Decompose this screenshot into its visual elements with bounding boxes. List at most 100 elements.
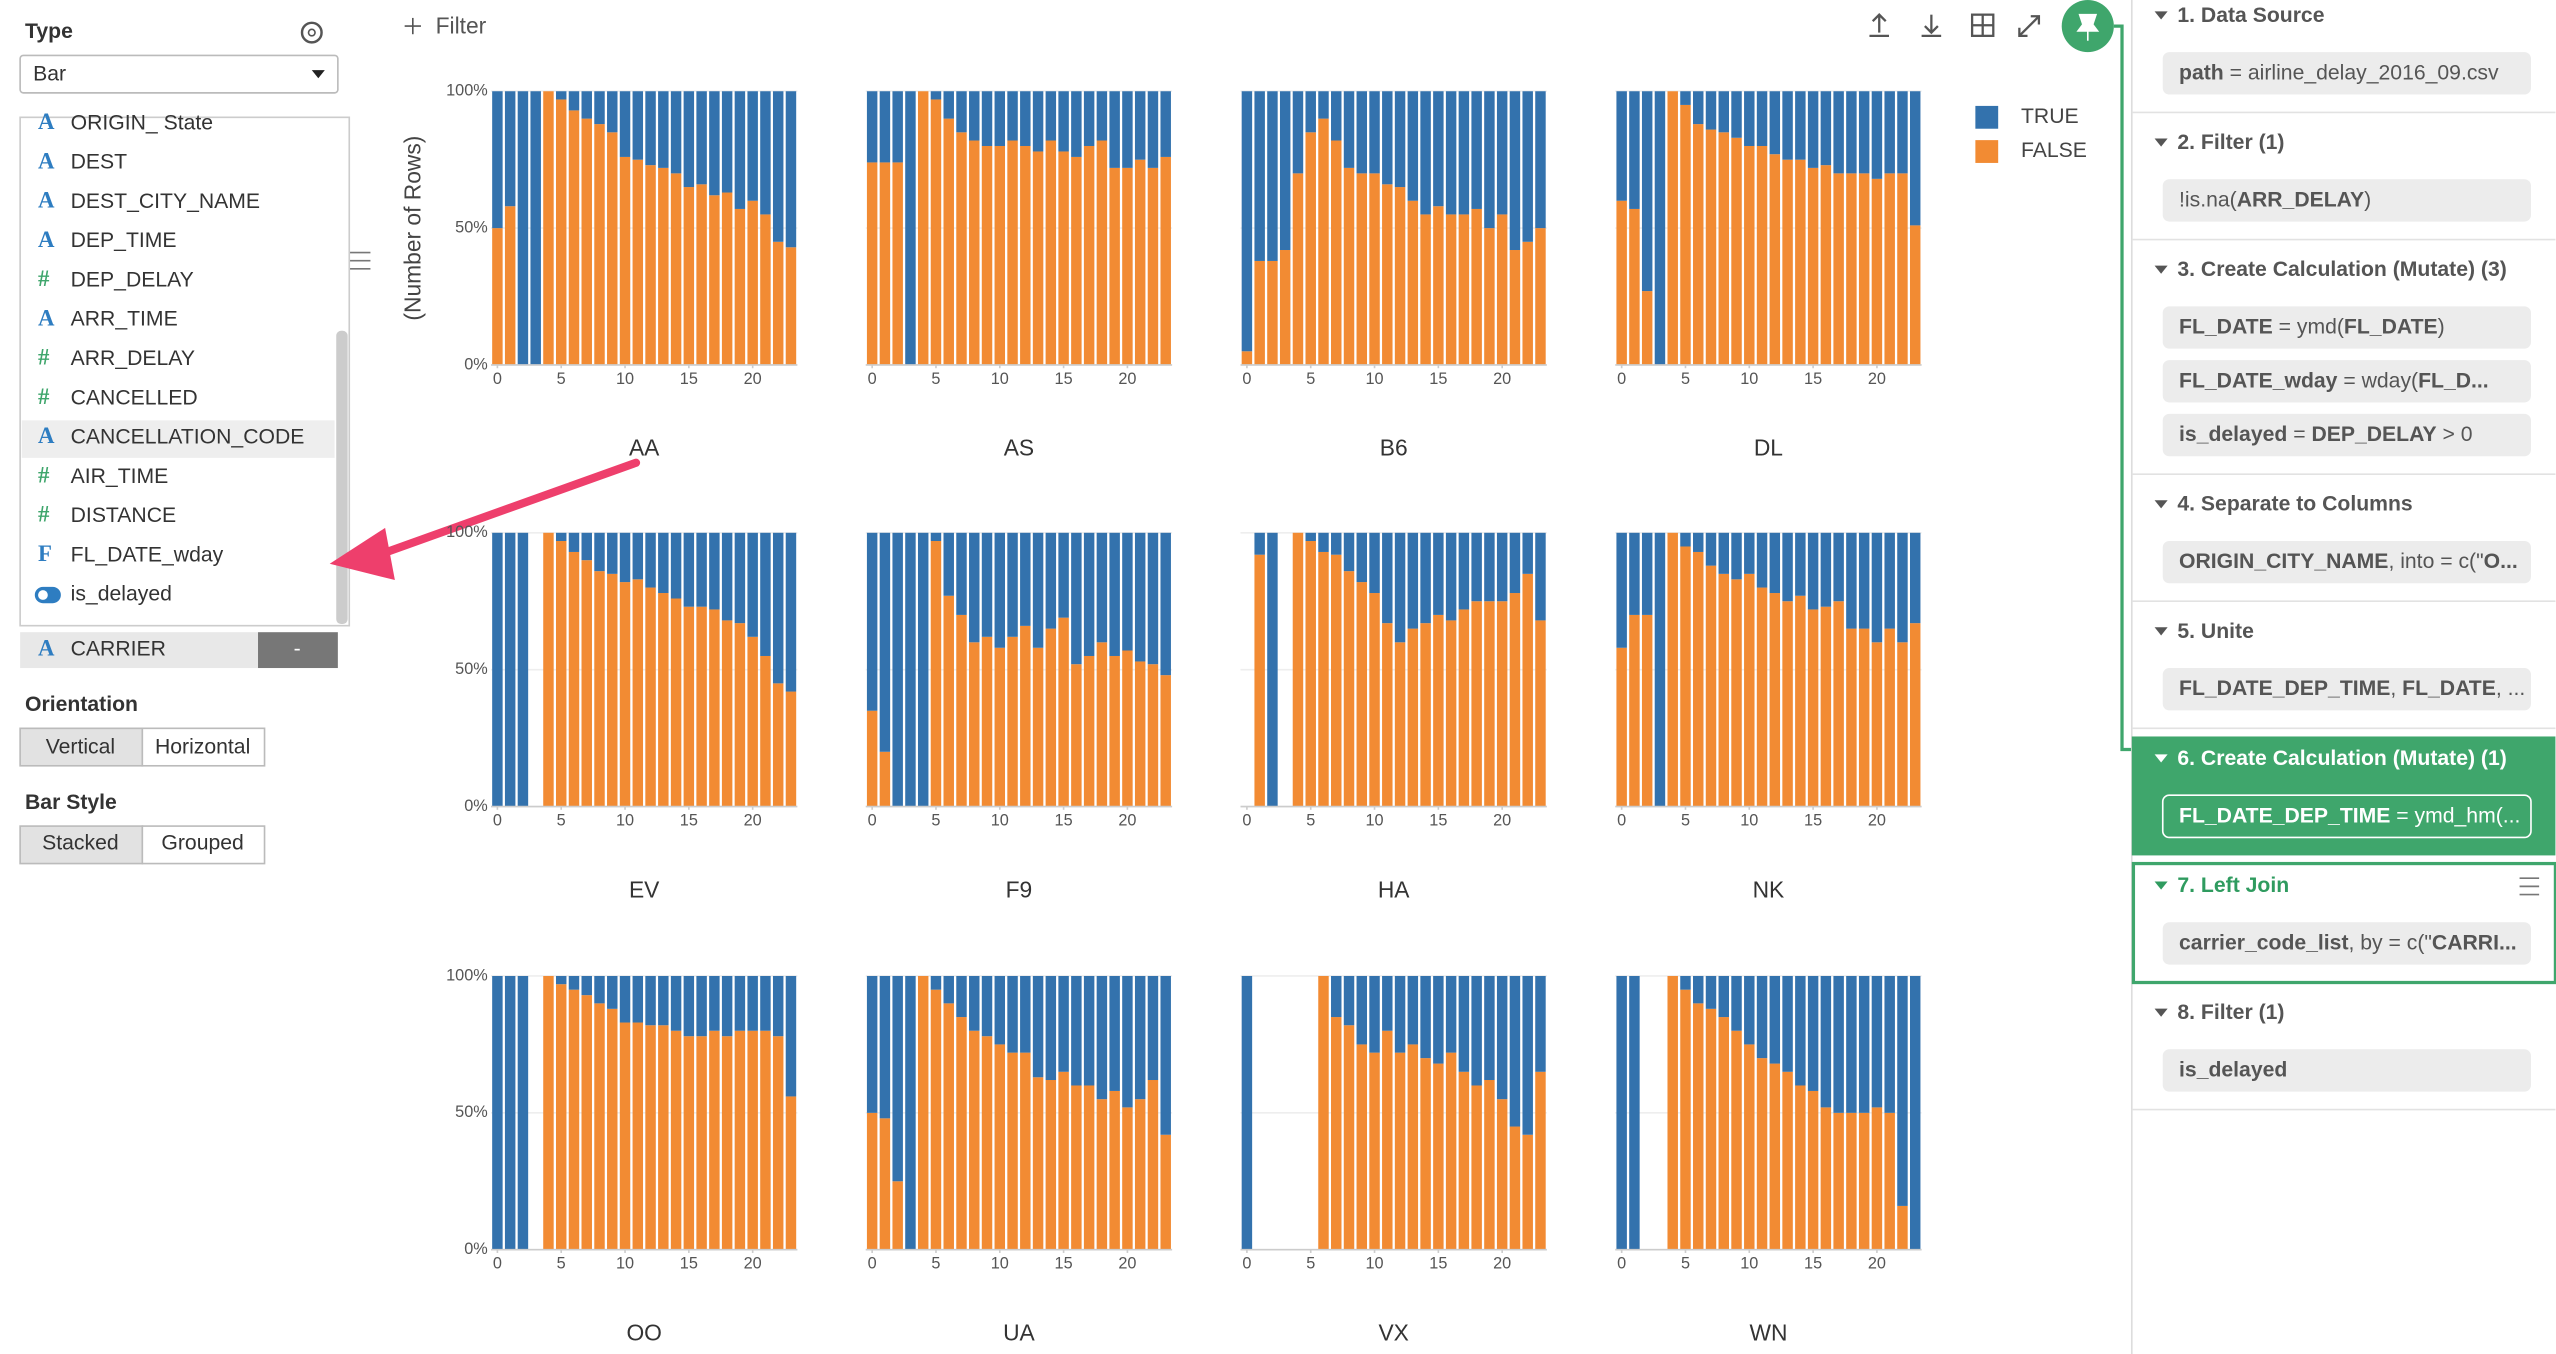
step-body-part: , xyxy=(2390,677,2402,700)
bar-segment xyxy=(969,975,980,1031)
upload-icon[interactable] xyxy=(1869,13,1890,37)
column-name[interactable]: DEST_CITY_NAME xyxy=(71,190,260,213)
step-title[interactable]: 1. Data Source xyxy=(2177,4,2324,27)
bar-segment xyxy=(555,532,567,542)
step-title[interactable]: 5. Unite xyxy=(2177,620,2254,643)
bar-segment xyxy=(943,975,954,1004)
bar-segment xyxy=(785,975,797,1097)
bar-segment xyxy=(1254,91,1265,261)
step-title[interactable]: 3. Create Calculation (Mutate) (3) xyxy=(2177,258,2506,281)
column-name[interactable]: CANCELLATION_CODE xyxy=(71,426,305,449)
step-title[interactable]: 8. Filter (1) xyxy=(2177,1001,2284,1024)
bar-segment xyxy=(981,1036,993,1250)
step-body[interactable] xyxy=(2162,540,2531,584)
bar-segment xyxy=(1744,91,1755,146)
bar-segment xyxy=(1705,975,1717,1009)
type-select[interactable] xyxy=(19,54,339,94)
bar-segment xyxy=(1731,975,1742,1031)
filter-button[interactable]: Filter xyxy=(436,13,487,39)
bar-segment xyxy=(1356,91,1368,174)
bar-segment xyxy=(1305,532,1316,542)
column-name[interactable]: CANCELLED xyxy=(71,386,198,409)
bar-segment xyxy=(1833,1112,1844,1250)
step-body[interactable] xyxy=(2162,52,2531,95)
bar-segment xyxy=(1083,145,1095,365)
orientation-vertical[interactable] xyxy=(19,727,144,767)
bar-segment xyxy=(1858,91,1870,174)
bar-segment xyxy=(969,1030,980,1250)
settings-icon[interactable] xyxy=(300,21,323,44)
bar-segment xyxy=(994,532,1006,648)
bar-segment xyxy=(1782,159,1793,365)
step-body[interactable] xyxy=(2162,360,2531,403)
x-tick-label: 10 xyxy=(1740,1255,1758,1273)
column-name[interactable]: DEP_DELAY xyxy=(71,268,194,291)
column-name[interactable]: ARR_TIME xyxy=(71,308,178,331)
bar-segment xyxy=(1020,1052,1031,1250)
bar-segment xyxy=(1795,975,1806,1086)
add-filter[interactable] xyxy=(404,17,421,35)
step-body[interactable] xyxy=(2162,668,2531,711)
bar-segment xyxy=(1484,1080,1495,1250)
step-body[interactable] xyxy=(2162,179,2531,222)
bar-segment xyxy=(1718,573,1729,807)
step-body[interactable] xyxy=(2162,922,2531,965)
column-name[interactable]: DEST xyxy=(71,151,128,174)
x-tick-label: 10 xyxy=(616,811,634,829)
bar-segment xyxy=(1045,1080,1057,1250)
bar-segment xyxy=(1807,91,1819,168)
expand-icon[interactable] xyxy=(2018,15,2041,37)
step-title[interactable]: 2. Filter (1) xyxy=(2177,131,2284,154)
table-icon[interactable] xyxy=(1970,13,1995,37)
y-tick-label: 100% xyxy=(446,82,488,100)
download-icon[interactable] xyxy=(1921,14,1942,37)
column-name[interactable]: is_delayed xyxy=(71,583,172,606)
step-body[interactable] xyxy=(2162,413,2531,457)
legend-label[interactable]: FALSE xyxy=(2021,139,2087,162)
column-name[interactable]: AIR_TIME xyxy=(71,465,169,488)
legend-label[interactable]: TRUE xyxy=(2021,105,2079,128)
step-title[interactable]: 6. Create Calculation (Mutate) (1) xyxy=(2177,747,2506,770)
x-tick-label: 0 xyxy=(1242,1255,1251,1273)
x-tick-label: 15 xyxy=(680,811,698,829)
column-name[interactable]: ORIGIN_ State xyxy=(71,111,213,134)
bar-segment xyxy=(1267,260,1278,365)
bar-segment xyxy=(1496,1099,1508,1250)
bar-segment xyxy=(1833,91,1844,174)
step-body[interactable] xyxy=(2162,1049,2531,1092)
column-name[interactable]: ARR_DELAY xyxy=(71,347,195,370)
bar-segment xyxy=(1420,532,1431,624)
step-body-text: FL_DATE_DEP_TIME, FL_DATE, ... xyxy=(2179,677,2525,700)
bar-segment xyxy=(543,532,554,807)
bar-segment xyxy=(1846,628,1857,807)
bar-segment xyxy=(981,975,993,1037)
bar-segment xyxy=(1122,1107,1133,1250)
step-body[interactable] xyxy=(2162,306,2531,349)
bar-segment xyxy=(517,91,529,365)
bar-segment xyxy=(1871,642,1883,807)
bar-style-grouped[interactable] xyxy=(141,825,266,865)
step-title[interactable]: 7. Left Join xyxy=(2177,874,2289,897)
color-button[interactable] xyxy=(258,632,338,669)
color-field[interactable] xyxy=(20,632,259,669)
bar-style-stacked[interactable] xyxy=(19,825,144,865)
column-name[interactable]: DEP_TIME xyxy=(71,229,177,252)
step-body[interactable] xyxy=(2161,794,2532,839)
bar-segment xyxy=(747,200,758,365)
bar-segment xyxy=(930,989,942,1250)
menu-icon[interactable] xyxy=(347,251,371,270)
facet: 0% 50% 100% 0 5 10 15 20 EV xyxy=(446,523,798,902)
bar-segment xyxy=(632,579,644,807)
bar-segment xyxy=(734,623,746,807)
column-type-icon: F xyxy=(38,541,52,566)
column-name[interactable]: FL_DATE_wday xyxy=(71,543,224,566)
orientation-horizontal[interactable] xyxy=(141,727,266,767)
x-tick-label: 10 xyxy=(616,1255,634,1273)
column-name[interactable]: DISTANCE xyxy=(71,504,176,527)
facet: 0 5 10 15 20 NK xyxy=(1615,531,1922,902)
bar-segment xyxy=(568,91,580,111)
x-tick-label: 15 xyxy=(1055,1255,1073,1273)
bar-segment xyxy=(1122,167,1133,365)
bar-segment xyxy=(1782,532,1793,602)
step-title[interactable]: 4. Separate to Columns xyxy=(2177,493,2412,516)
